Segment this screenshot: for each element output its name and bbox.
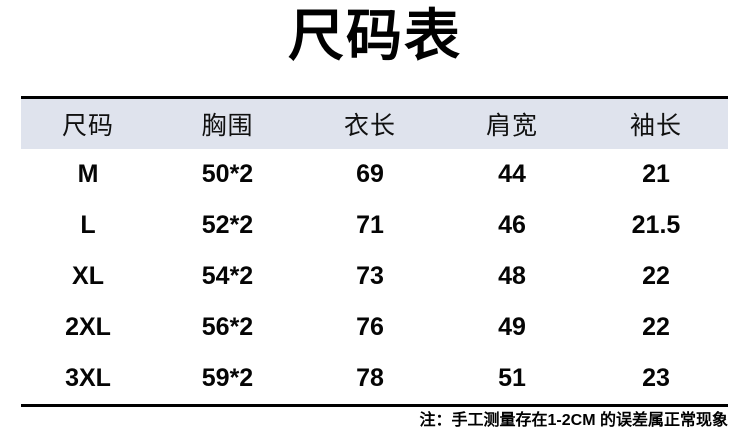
table-row: L 52*2 71 46 21.5 [21, 200, 728, 251]
cell-size: L [21, 200, 155, 251]
cell-size: 3XL [21, 353, 155, 404]
table-header-row: 尺码 胸围 衣长 肩宽 袖长 [21, 99, 728, 149]
cell-chest: 52*2 [155, 200, 300, 251]
cell-size: M [21, 149, 155, 200]
column-header-length: 衣长 [300, 99, 440, 149]
table-bottom-rule [21, 404, 728, 407]
table-row: 2XL 56*2 76 49 22 [21, 302, 728, 353]
cell-length: 69 [300, 149, 440, 200]
cell-size: 2XL [21, 302, 155, 353]
table-row: M 50*2 69 44 21 [21, 149, 728, 200]
cell-chest: 50*2 [155, 149, 300, 200]
page-title: 尺码表 [288, 6, 462, 68]
cell-chest: 54*2 [155, 251, 300, 302]
column-header-shoulder: 肩宽 [440, 99, 584, 149]
cell-sleeve: 21 [584, 149, 728, 200]
column-header-size: 尺码 [21, 99, 155, 149]
cell-length: 71 [300, 200, 440, 251]
table-row: XL 54*2 73 48 22 [21, 251, 728, 302]
column-header-chest: 胸围 [155, 99, 300, 149]
cell-sleeve: 23 [584, 353, 728, 404]
cell-chest: 56*2 [155, 302, 300, 353]
table-top-rule [21, 96, 728, 99]
cell-shoulder: 49 [440, 302, 584, 353]
cell-size: XL [21, 251, 155, 302]
cell-chest: 59*2 [155, 353, 300, 404]
cell-sleeve: 22 [584, 251, 728, 302]
column-header-sleeve: 袖长 [584, 99, 728, 149]
table-row: 3XL 59*2 78 51 23 [21, 353, 728, 404]
cell-length: 76 [300, 302, 440, 353]
cell-shoulder: 44 [440, 149, 584, 200]
cell-sleeve: 22 [584, 302, 728, 353]
measurement-note: 注：手工测量存在1-2CM 的误差属正常现象 [419, 412, 728, 429]
cell-shoulder: 48 [440, 251, 584, 302]
cell-shoulder: 51 [440, 353, 584, 404]
cell-length: 78 [300, 353, 440, 404]
cell-sleeve: 21.5 [584, 200, 728, 251]
size-table: 尺码 胸围 衣长 肩宽 袖长 M 50*2 69 44 21 L 52*2 [21, 99, 728, 404]
size-table-container: 尺码 胸围 衣长 肩宽 袖长 M 50*2 69 44 21 L 52*2 [21, 96, 728, 407]
cell-shoulder: 46 [440, 200, 584, 251]
cell-length: 73 [300, 251, 440, 302]
